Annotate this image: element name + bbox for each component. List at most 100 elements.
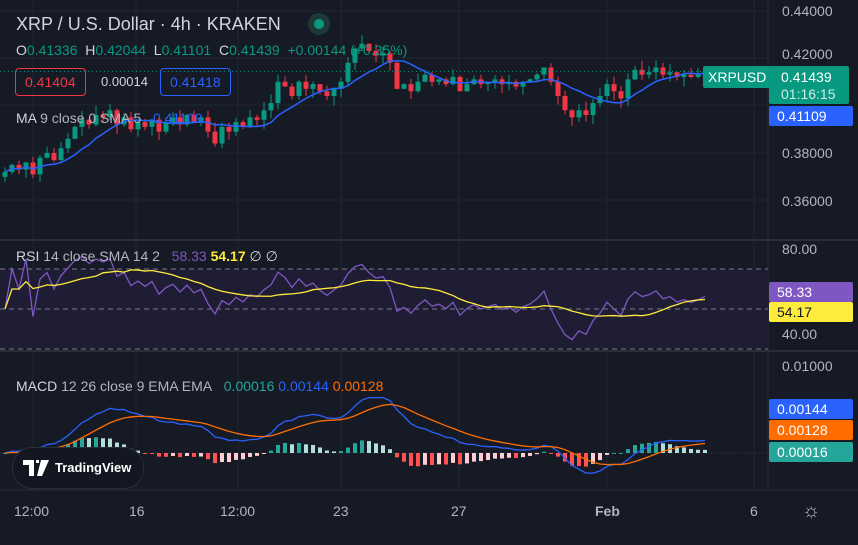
high-value: 0.42044	[95, 42, 147, 58]
macd-histogram-bar	[612, 452, 616, 454]
macd-histogram-bar	[241, 453, 245, 460]
macd-histogram-bar	[353, 443, 357, 453]
candle-body	[149, 119, 155, 127]
candle-body	[338, 81, 344, 89]
macd-histogram-bar	[437, 453, 441, 465]
candle-body	[688, 74, 694, 77]
symbol-title[interactable]: XRP / U.S. Dollar · 4h · KRAKEN	[16, 14, 281, 34]
macd-histogram-bar	[248, 453, 252, 457]
time-tick: Feb	[595, 503, 620, 519]
time-tick: 27	[451, 503, 467, 519]
macd-histogram-bar	[535, 453, 539, 455]
macd-histogram-bar	[80, 437, 84, 453]
change-value: +0.00144 (+0.35%)	[287, 42, 408, 58]
hist-tag: 0.00016	[769, 442, 853, 462]
close-label: C	[218, 42, 230, 58]
candle-body	[275, 81, 281, 104]
candle-body	[142, 122, 148, 127]
macd-tick: 0.01000	[782, 358, 833, 374]
candle-body	[163, 122, 169, 132]
sell-button[interactable]: 0.41404	[15, 68, 86, 96]
candle-body	[534, 74, 540, 80]
macd-histogram-bar	[409, 453, 413, 466]
macd-histogram-bar	[542, 451, 546, 453]
candle-body	[373, 50, 379, 56]
macd-histogram-bar	[507, 453, 511, 458]
macd-histogram-bar	[486, 453, 490, 461]
macd-histogram-bar	[94, 437, 98, 453]
candle-body	[499, 79, 505, 85]
candle-body	[16, 164, 22, 170]
ma-legend[interactable]: MA 9 close 0 SMA 5 0.41109	[16, 110, 203, 126]
time-tick: 12:00	[220, 503, 256, 519]
macd-histogram-bar	[185, 453, 189, 457]
rsi-legend[interactable]: RSI 14 close SMA 14 2 58.33 54.17 ∅ ∅	[16, 248, 278, 265]
candle-body	[198, 117, 204, 123]
macd-histogram-bar	[262, 453, 266, 454]
bar-countdown: 01:16:15	[781, 86, 836, 102]
candle-body	[2, 172, 8, 177]
macd-hist-value: 0.00016	[223, 378, 275, 394]
macd-params: 12 26 close 9 EMA EMA	[61, 378, 213, 394]
candle-body	[667, 72, 673, 75]
ma-value: 0.41109	[152, 110, 203, 126]
candle-body	[653, 67, 659, 73]
candle-body	[219, 126, 225, 144]
candle-body	[408, 84, 414, 92]
low-label: L	[153, 42, 162, 58]
macd-histogram-bar	[318, 447, 322, 453]
macd-histogram-bar	[157, 453, 161, 457]
macd-histogram-bar	[395, 453, 399, 458]
tradingview-logo[interactable]: TradingView	[12, 447, 144, 489]
macd-histogram-bar	[689, 448, 693, 453]
candle-body	[639, 69, 645, 75]
macd-histogram-bar	[143, 453, 147, 454]
candle-body	[114, 110, 120, 125]
macd-histogram-bar	[493, 453, 497, 459]
candle-body	[23, 162, 29, 170]
tradingview-logo-text: TradingView	[55, 460, 132, 475]
candle-body	[632, 69, 638, 80]
candle-body	[548, 67, 554, 82]
macd-line	[4, 396, 706, 474]
macd-histogram-bar	[269, 450, 273, 453]
macd-histogram-bar	[304, 444, 308, 453]
macd-histogram-bar	[556, 453, 560, 457]
candle-body	[555, 81, 561, 96]
time-tick: 16	[129, 503, 145, 519]
macd-histogram-bar	[626, 449, 630, 453]
candle-body	[674, 72, 680, 77]
candle-body	[436, 79, 442, 82]
macd-histogram-bar	[451, 453, 455, 463]
time-tick: 23	[333, 503, 349, 519]
rsi-sma-line	[4, 269, 706, 317]
macd-histogram-bar	[703, 449, 707, 453]
candle-body	[58, 148, 64, 161]
macd-legend[interactable]: MACD 12 26 close 9 EMA EMA 0.00016 0.001…	[16, 378, 383, 394]
macd-histogram-bar	[640, 443, 644, 453]
buy-button[interactable]: 0.41418	[160, 68, 231, 96]
macd-histogram-bar	[255, 453, 259, 456]
rsi-value: 58.33	[171, 248, 207, 264]
macd-histogram-bar	[178, 453, 182, 458]
macd-name: MACD	[16, 378, 58, 394]
settings-gear-icon[interactable]: ☼	[802, 500, 821, 522]
macd-histogram-bar	[339, 451, 343, 453]
macd-histogram-bar	[199, 453, 203, 457]
macd-histogram-bar	[381, 445, 385, 453]
macd-histogram-bar	[374, 443, 378, 453]
candle-body	[415, 81, 421, 92]
macd-histogram-bar	[661, 443, 665, 453]
macd-histogram-bar	[227, 453, 231, 463]
candle-body	[282, 81, 288, 87]
macd-histogram-bar	[325, 450, 329, 453]
macd-histogram-bar	[290, 444, 294, 453]
macd-histogram-bar	[570, 453, 574, 466]
candle-body	[310, 84, 316, 89]
candle-body	[527, 79, 533, 82]
candle-body	[226, 126, 232, 132]
candle-body	[86, 119, 92, 125]
candle-body	[72, 126, 78, 139]
tradingview-logo-icon	[23, 460, 49, 476]
